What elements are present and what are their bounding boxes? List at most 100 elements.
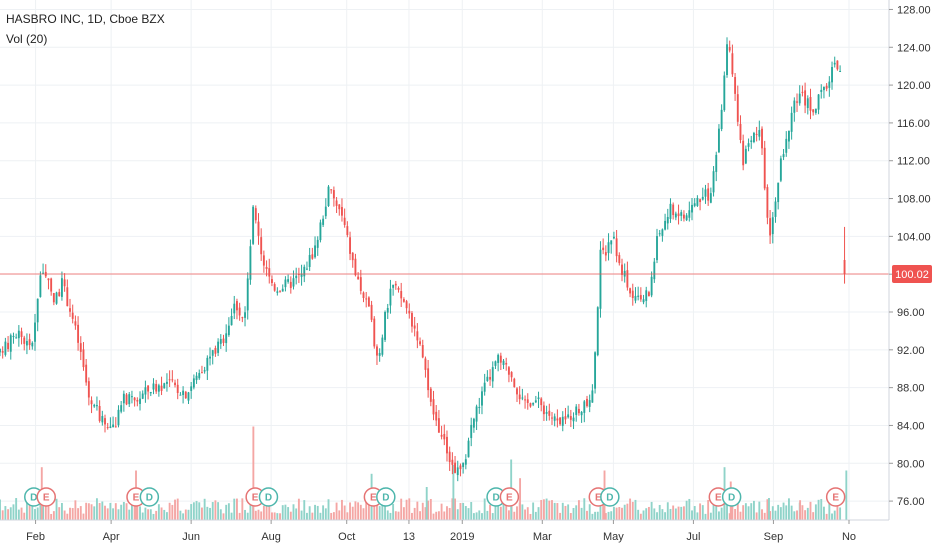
price-axis[interactable]: 76.0080.0084.0088.0092.0096.00100.00104.… (889, 4, 931, 508)
candle-body (163, 383, 166, 389)
dividend-marker[interactable]: D (721, 487, 742, 507)
candle-body (801, 91, 804, 93)
volume-bar (548, 500, 551, 520)
dividend-marker[interactable]: D (376, 487, 396, 507)
volume-bar (462, 502, 465, 520)
candle-body (341, 207, 343, 216)
candle-body (666, 216, 669, 224)
candle-body (559, 417, 562, 425)
candle-body (726, 44, 728, 76)
candle-body (586, 398, 588, 407)
volume-bar (419, 511, 421, 520)
volume-bar (755, 512, 758, 520)
candle-body (596, 307, 599, 356)
volume-bar (201, 507, 203, 520)
volume-bar (586, 510, 588, 520)
dividend-marker[interactable]: D (600, 487, 620, 507)
candle-body (575, 406, 578, 415)
volume-bar (136, 505, 139, 520)
earnings-marker[interactable]: E (825, 487, 846, 507)
dividend-marker[interactable]: D (258, 487, 279, 507)
candle-body (257, 221, 260, 236)
time-axis[interactable]: Feb Apr Jun Aug Oct 13 2019 Mar May Jul Sep No (26, 520, 856, 543)
candle-body (160, 385, 163, 391)
volume-bar (182, 513, 185, 520)
volume-bar (771, 506, 774, 520)
volume-bar (98, 502, 101, 520)
candle-body (553, 416, 556, 421)
volume-bar (297, 498, 300, 520)
candle-body (825, 85, 828, 89)
candle-body (817, 94, 820, 110)
volume-bar (717, 511, 720, 520)
candle-body (831, 67, 833, 83)
candle-body (36, 298, 39, 323)
volume-bar (308, 506, 311, 520)
volume-bar (583, 498, 586, 520)
volume-bar (637, 509, 640, 520)
candle-body (693, 203, 696, 206)
candle-body (370, 304, 373, 320)
dividend-marker[interactable]: D (486, 487, 506, 507)
volume-bar (691, 510, 693, 520)
volume-bar (44, 501, 47, 520)
volume-bar (763, 512, 766, 520)
volume-bar (279, 513, 281, 520)
earnings-marker[interactable]: E (36, 487, 56, 507)
candle-body (295, 275, 298, 279)
volume-bar (0, 499, 1, 520)
marker-circle (499, 487, 520, 507)
candle-body (411, 313, 413, 327)
volume-bar (408, 498, 411, 520)
candle-body (709, 193, 712, 203)
volume-bar (17, 509, 20, 520)
volume-bar (244, 509, 246, 520)
candle-body (521, 397, 524, 399)
volume-bar (521, 504, 524, 520)
volume-bar (276, 513, 279, 520)
volume-legend[interactable]: Vol (20) (6, 32, 47, 46)
volume-bar (806, 507, 809, 520)
volume-bar (1, 510, 4, 520)
candle-body (260, 237, 263, 255)
marker-label: D (146, 493, 153, 504)
y-tick-label: 120.00 (897, 80, 931, 92)
candle-body (373, 318, 376, 347)
volume-bar (529, 513, 532, 520)
candle-body (174, 382, 176, 386)
volume-bar (658, 504, 661, 520)
volume-bar (577, 500, 580, 520)
candle-body (381, 337, 384, 355)
volume-bar (225, 504, 228, 520)
candle-body (211, 350, 214, 356)
candle-body (499, 355, 502, 363)
candle-body (42, 272, 45, 274)
volume-bar (774, 510, 777, 520)
volume-bar-spike (425, 487, 428, 520)
candle-body (715, 154, 718, 172)
candle-body (823, 86, 825, 91)
candle-body (101, 416, 104, 423)
symbol-legend[interactable]: HASBRO INC, 1D, Cboe BZX (6, 12, 165, 26)
dividend-marker[interactable]: D (139, 487, 160, 507)
candle-body (588, 400, 591, 407)
candle-body (367, 297, 370, 307)
volume-bar (106, 508, 109, 520)
earnings-marker[interactable]: E (499, 487, 520, 507)
volume-bar (475, 512, 478, 520)
volume-bar (669, 508, 672, 520)
volume-bar (532, 502, 535, 520)
volume-bar (238, 512, 241, 520)
candle-body (761, 128, 763, 149)
volume-bar (801, 505, 804, 520)
candle-body (567, 414, 570, 418)
volume-bar (569, 513, 572, 520)
candle-body (12, 335, 15, 338)
candle-body (669, 203, 672, 219)
volume-bar (790, 505, 793, 520)
candle-body (639, 295, 642, 300)
volume-bar (50, 513, 53, 520)
